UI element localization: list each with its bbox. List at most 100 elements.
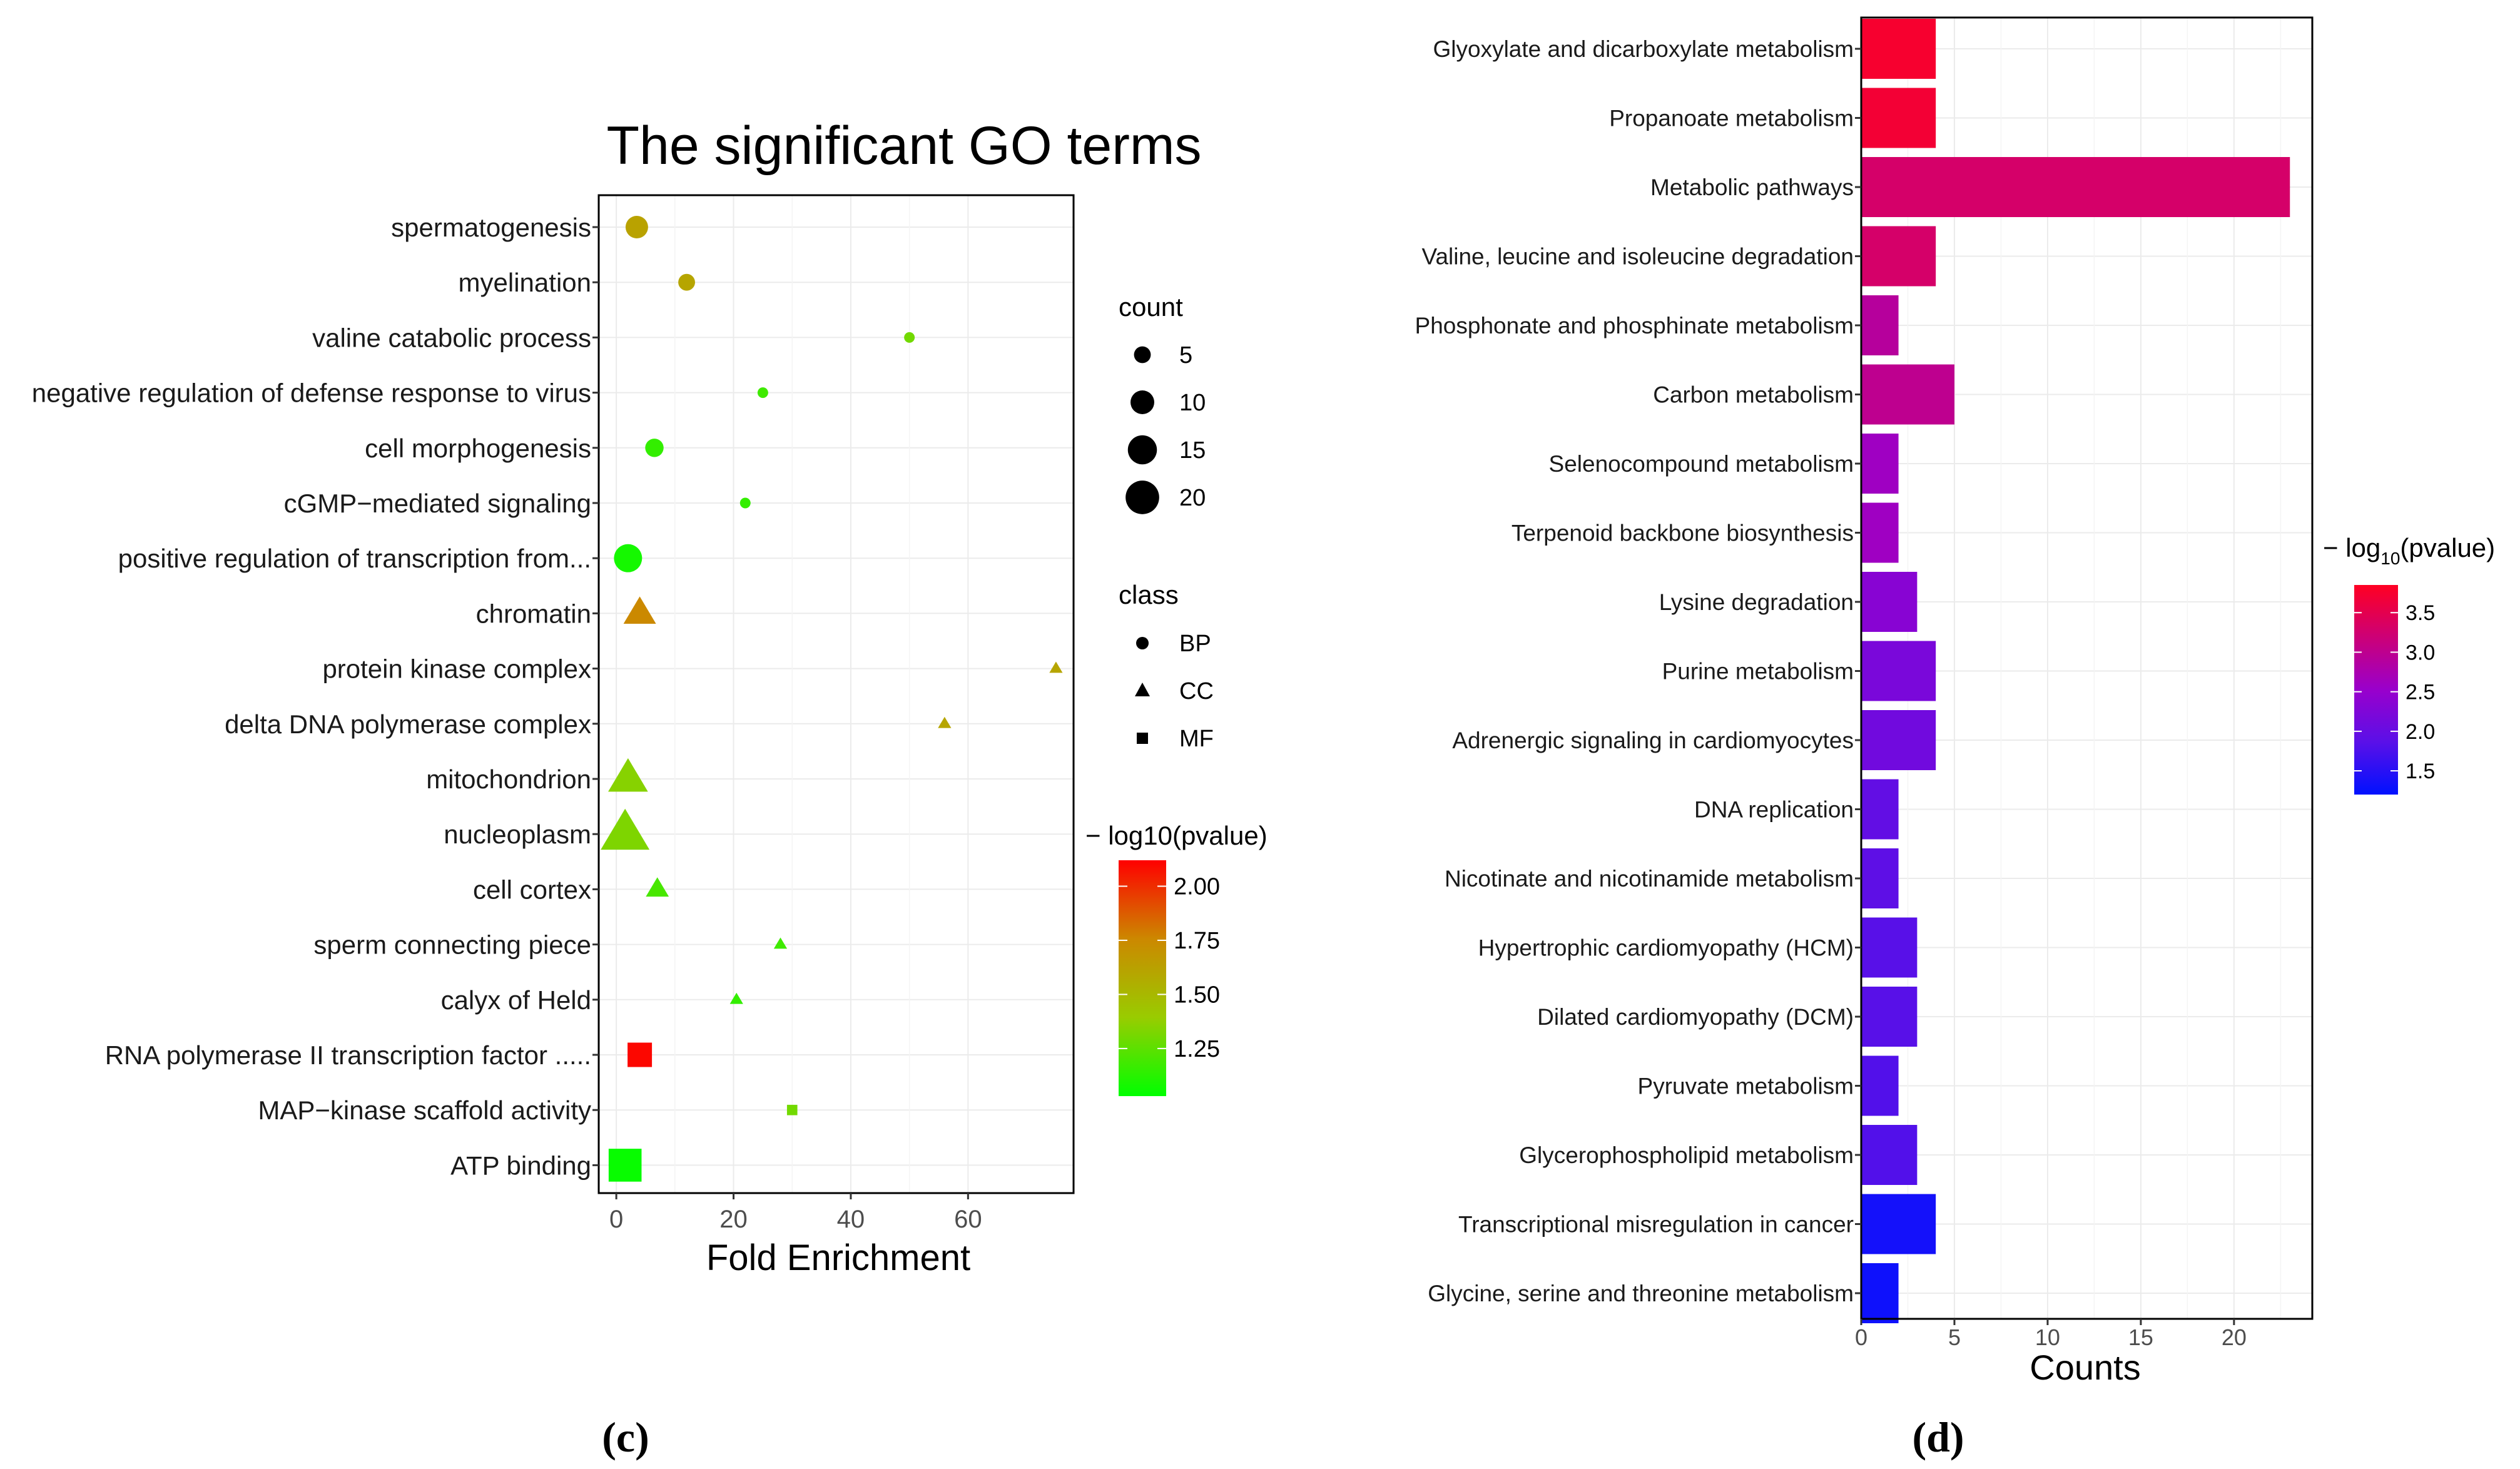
x-tick-label: 5	[1948, 1324, 1961, 1350]
bar	[1861, 364, 1954, 425]
chart-c-marks	[601, 216, 1063, 1182]
legend-color-label: 3.0	[2406, 641, 2435, 664]
y-tick-label: cell cortex	[473, 875, 591, 904]
y-tick-label: Selenocompound metabolism	[1549, 451, 1854, 477]
bar	[1861, 848, 1899, 908]
legend-count-label: 5	[1179, 342, 1192, 369]
point-bp	[757, 387, 768, 399]
bar	[1861, 434, 1899, 494]
chart-d-color-legend: − log10(pvalue) 3.5 3.0 2.5 2.0 1.5	[2323, 533, 2495, 795]
chart-c-title: The significant GO terms	[606, 116, 1201, 176]
point-cc	[1049, 661, 1063, 673]
chart-d-y-tick-labels: Glyoxylate and dicarboxylate metabolism P…	[1415, 36, 1861, 1306]
point-cc	[646, 877, 669, 897]
chart-d-kegg-pathways: Glyoxylate and dicarboxylate metabolism P…	[1415, 16, 2495, 1461]
legend-count-swatch	[1134, 346, 1151, 363]
bar	[1861, 987, 1918, 1047]
legend-count-label: 20	[1179, 485, 1206, 511]
chart-c-plot-border	[597, 194, 1075, 1194]
point-cc	[608, 758, 648, 792]
bar	[1861, 502, 1899, 563]
chart-d-gridlines	[1861, 18, 2312, 1319]
x-tick-label: 0	[1855, 1324, 1867, 1350]
point-cc	[623, 596, 656, 624]
bar	[1861, 1263, 1899, 1323]
y-tick-label: Hypertrophic cardiomyopathy (HCM)	[1478, 935, 1854, 961]
y-tick-label: positive regulation of transcription fro…	[118, 544, 591, 573]
x-tick-label: 15	[2128, 1324, 2153, 1350]
bar	[1861, 19, 1936, 79]
y-tick-label: Propanoate metabolism	[1609, 106, 1854, 131]
y-tick-label: Glycerophospholipid metabolism	[1519, 1142, 1854, 1168]
x-tick-label: 10	[2035, 1324, 2060, 1350]
y-tick-label: Nicotinate and nicotinamide metabolism	[1445, 866, 1854, 892]
legend-count-label: 15	[1179, 437, 1206, 464]
point-mf	[608, 1149, 642, 1182]
chart-d-x-axis-title: Counts	[2030, 1348, 2140, 1387]
legend-class-swatch-bp	[1136, 637, 1149, 649]
y-tick-label: Phosphonate and phosphinate metabolism	[1415, 313, 1854, 338]
plot-background	[599, 195, 1074, 1193]
y-tick-label: MAP−kinase scaffold activity	[258, 1095, 591, 1125]
y-tick-label: cGMP−mediated signaling	[284, 489, 591, 518]
point-cc	[729, 992, 743, 1004]
point-mf	[627, 1042, 653, 1067]
y-tick-label: Glyoxylate and dicarboxylate metabolism	[1433, 36, 1854, 62]
y-tick-label: mitochondrion	[426, 765, 591, 794]
y-tick-label: chromatin	[476, 599, 591, 628]
y-tick-label: ATP binding	[450, 1151, 591, 1180]
legend-class-label: BP	[1179, 631, 1211, 657]
panel-label-d: (d)	[1912, 1413, 1964, 1461]
y-tick-label: sperm connecting piece	[313, 930, 591, 960]
x-tick-label: 40	[837, 1206, 865, 1233]
point-bp	[645, 439, 664, 457]
y-tick-label: Glycine, serine and threonine metabolism	[1428, 1281, 1854, 1306]
legend-class-label: CC	[1179, 678, 1214, 704]
y-tick-label: Metabolic pathways	[1650, 175, 1854, 200]
legend-count-swatch	[1125, 480, 1159, 514]
x-tick-label: 60	[954, 1206, 982, 1233]
y-tick-label: Adrenergic signaling in cardiomyocytes	[1452, 728, 1854, 753]
chart-c-x-axis-title: Fold Enrichment	[706, 1238, 970, 1278]
legend-color-label: 1.5	[2406, 760, 2435, 783]
bar	[1861, 1125, 1918, 1185]
legend-count-label: 10	[1179, 390, 1206, 416]
legend-class-swatch-mf	[1137, 733, 1148, 744]
point-mf	[786, 1104, 798, 1116]
y-tick-label: valine catabolic process	[312, 323, 591, 352]
point-cc	[938, 716, 952, 728]
y-tick-label: nucleoplasm	[444, 820, 591, 849]
chart-c-gridlines	[599, 195, 1074, 1193]
y-tick-label: Transcriptional misregulation in cancer	[1458, 1212, 1854, 1238]
point-bp	[625, 216, 648, 238]
legend-color-bar	[1119, 860, 1166, 1096]
point-bp	[678, 273, 695, 291]
legend-color-title: − log10(pvalue)	[2323, 533, 2495, 568]
legend-color-label: 1.75	[1174, 928, 1220, 954]
y-tick-label: Terpenoid backbone biosynthesis	[1511, 521, 1854, 546]
chart-d-bars	[1861, 19, 2290, 1323]
y-tick-label: spermatogenesis	[391, 213, 591, 242]
chart-c-go-terms: The significant GO terms spermatogenesis…	[32, 116, 1268, 1461]
y-tick-label: DNA replication	[1694, 797, 1854, 823]
plot-background	[1861, 18, 2312, 1319]
legend-color-label: 2.0	[2406, 720, 2435, 744]
bar	[1861, 88, 1936, 148]
y-tick-label: Valine, leucine and isoleucine degradati…	[1422, 244, 1854, 270]
legend-color-bar	[2354, 585, 2398, 795]
y-tick-label: Lysine degradation	[1659, 589, 1854, 615]
y-tick-label: cell morphogenesis	[365, 434, 591, 463]
bar	[1861, 226, 1936, 287]
y-tick-label: calyx of Held	[441, 985, 591, 1015]
bar	[1861, 1194, 1936, 1254]
bar	[1861, 710, 1936, 770]
chart-c-y-tick-labels: spermatogenesis myelination valine catabol…	[32, 213, 599, 1180]
legend-color-label: 2.5	[2406, 681, 2435, 704]
x-tick-label: 0	[609, 1206, 623, 1233]
x-tick-label: 20	[2222, 1324, 2247, 1350]
legend-count-swatch	[1127, 435, 1157, 465]
point-cc	[601, 808, 650, 850]
y-tick-label: RNA polymerase II transcription factor .…	[105, 1040, 591, 1070]
